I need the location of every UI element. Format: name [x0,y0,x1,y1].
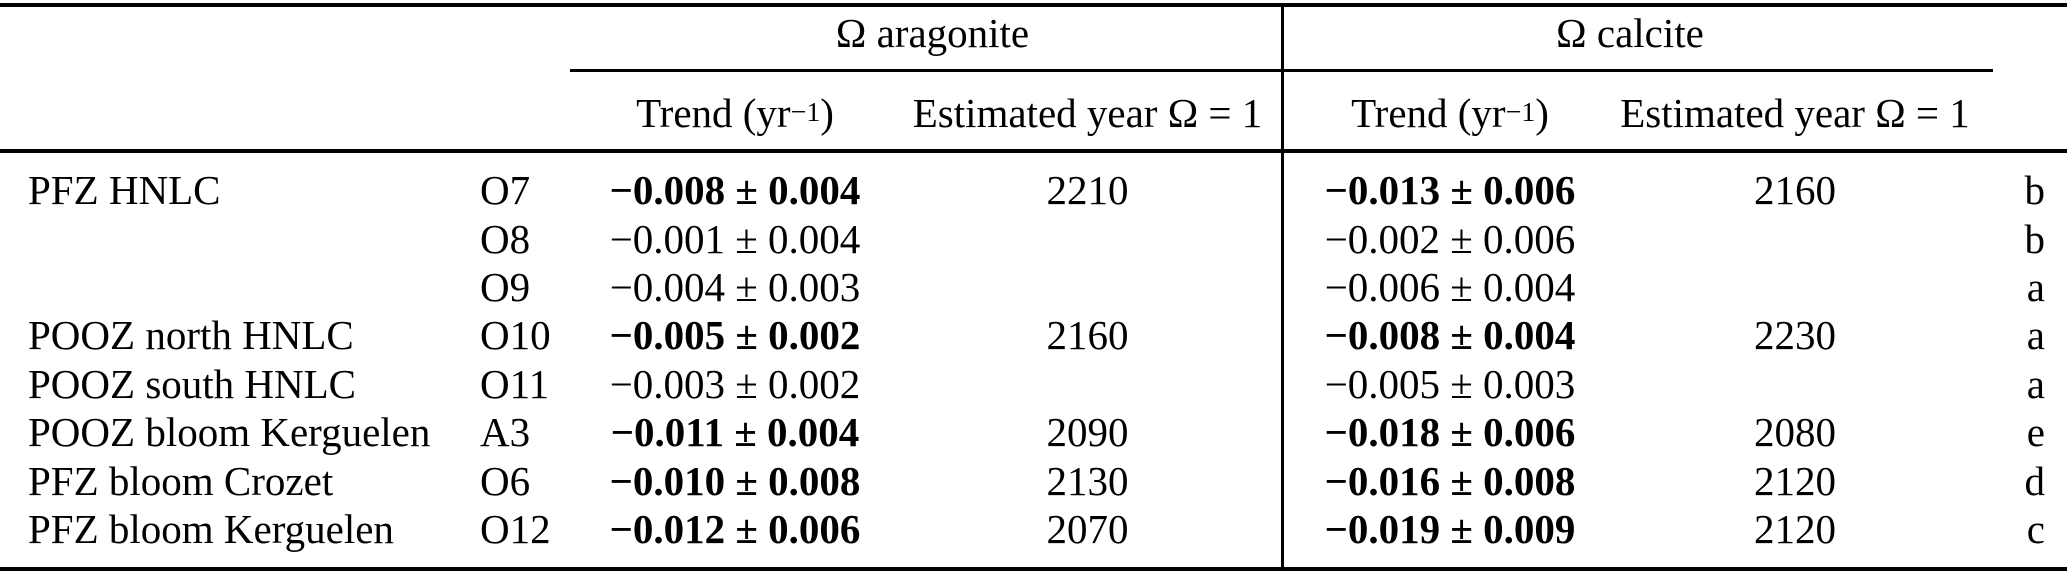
calcite-year-cell: 2120 [1754,457,1836,504]
trend-label-close: ) [1535,90,1549,136]
station-cell: O10 [480,312,551,359]
calcite-trend-cell: −0.016 ± 0.008 [1324,457,1576,504]
zone-header-blank [0,88,480,138]
calcite-estimated-year-header: Estimated year Ω = 1 [1620,90,1970,136]
station-cell: A3 [480,409,531,456]
aragonite-year-cell [890,263,1285,311]
zone-cell [0,214,480,262]
table-row: PFZ bloom Crozet O6 −0.010 ± 0.008 2130 … [0,456,2067,504]
station-cell: O11 [480,360,550,407]
station-cell: O9 [480,263,531,310]
aragonite-trend-cell: −0.001 ± 0.004 [609,215,861,262]
table-row: O8 −0.001 ± 0.004 −0.002 ± 0.006 b [0,214,2067,262]
aragonite-trend-cell: −0.010 ± 0.008 [609,457,861,504]
zone-cell: PFZ HNLC [28,167,221,214]
table-body: PFZ HNLC O7 −0.008 ± 0.004 2210 −0.013 ±… [0,166,2067,553]
table-row: O9 −0.004 ± 0.003 −0.006 ± 0.004 a [0,263,2067,311]
calcite-year-cell: 2120 [1754,505,1836,552]
note-cell: a [2026,312,2045,359]
calcite-trend-cell: −0.005 ± 0.003 [1324,360,1576,407]
station-header-blank [480,88,580,138]
aragonite-trend-cell: −0.005 ± 0.002 [609,312,861,359]
note-cell: b [2024,167,2046,214]
aragonite-year-cell: 2090 [1046,409,1129,456]
station-cell: O6 [480,457,531,504]
zone-cell [0,263,480,311]
calcite-trend-cell: −0.018 ± 0.006 [1324,409,1576,456]
zone-cell: POOZ south HNLC [28,360,357,407]
table-row: POOZ south HNLC O11 −0.003 ± 0.002 −0.00… [0,360,2067,408]
note-header-blank [1975,88,2067,138]
zone-cell: PFZ bloom Crozet [28,457,334,504]
table-row: PFZ HNLC O7 −0.008 ± 0.004 2210 −0.013 ±… [0,166,2067,214]
calcite-year-cell [1615,360,1975,408]
aragonite-trend-cell: −0.012 ± 0.006 [609,505,861,552]
aragonite-year-cell [890,360,1285,408]
aragonite-year-cell: 2130 [1046,457,1129,504]
calcite-trend-cell: −0.013 ± 0.006 [1324,167,1576,214]
calcite-trend-cell: −0.002 ± 0.006 [1324,215,1576,262]
calcite-trend-cell: −0.006 ± 0.004 [1324,263,1576,310]
calcite-year-cell: 2230 [1754,312,1836,359]
aragonite-year-cell [890,214,1285,262]
header-body-divider-rule [0,149,2067,153]
note-cell: e [2026,409,2045,456]
note-cell: a [2026,360,2045,407]
subheader-row: Trend (yr −1) Estimated year Ω = 1 Trend … [0,88,2067,138]
zone-cell: PFZ bloom Kerguelen [28,505,394,552]
aragonite-trend-cell: −0.008 ± 0.004 [609,167,861,214]
group-header-aragonite: Ω aragonite [835,10,1030,56]
calcite-trend-header: Trend (yr −1) [1351,90,1549,136]
aragonite-year-cell: 2210 [1046,167,1129,214]
note-cell: a [2026,263,2045,310]
aragonite-trend-cell: −0.004 ± 0.003 [609,263,861,310]
calcite-year-cell [1615,214,1975,262]
trend-label: Trend (yr [1351,90,1506,136]
aragonite-year-cell: 2160 [1046,312,1129,359]
calcite-trend-cell: −0.008 ± 0.004 [1324,312,1576,359]
station-cell: O7 [480,167,531,214]
aragonite-estimated-year-header: Estimated year Ω = 1 [912,90,1263,136]
aragonite-trend-cell: −0.003 ± 0.002 [609,360,861,407]
aragonite-trend-header: Trend (yr −1) [636,90,834,136]
aragonite-year-cell: 2070 [1046,505,1129,552]
note-cell: d [2024,457,2046,504]
zone-cell: POOZ north HNLC [28,312,354,359]
calcite-year-cell: 2160 [1754,167,1836,214]
table-row: POOZ north HNLC O10 −0.005 ± 0.002 2160 … [0,311,2067,359]
calcite-year-cell: 2080 [1754,409,1836,456]
table-bottom-rule [0,567,2067,571]
note-cell: b [2024,215,2046,262]
group-header-calcite: Ω calcite [1556,10,1704,56]
station-cell: O8 [480,215,531,262]
calcite-year-cell [1615,263,1975,311]
table-row: PFZ bloom Kerguelen O12 −0.012 ± 0.006 2… [0,505,2067,553]
trend-label: Trend (yr [636,90,791,136]
table-top-rule [0,3,2067,7]
trend-label-close: ) [820,90,834,136]
note-cell: c [2026,505,2045,552]
calcite-trend-cell: −0.019 ± 0.009 [1324,505,1576,552]
column-group-divider [1281,7,1284,567]
table-row: POOZ bloom Kerguelen A3 −0.011 ± 0.004 2… [0,408,2067,456]
aragonite-trend-cell: −0.011 ± 0.004 [610,409,860,456]
zone-cell: POOZ bloom Kerguelen [28,409,431,456]
station-cell: O12 [480,505,551,552]
